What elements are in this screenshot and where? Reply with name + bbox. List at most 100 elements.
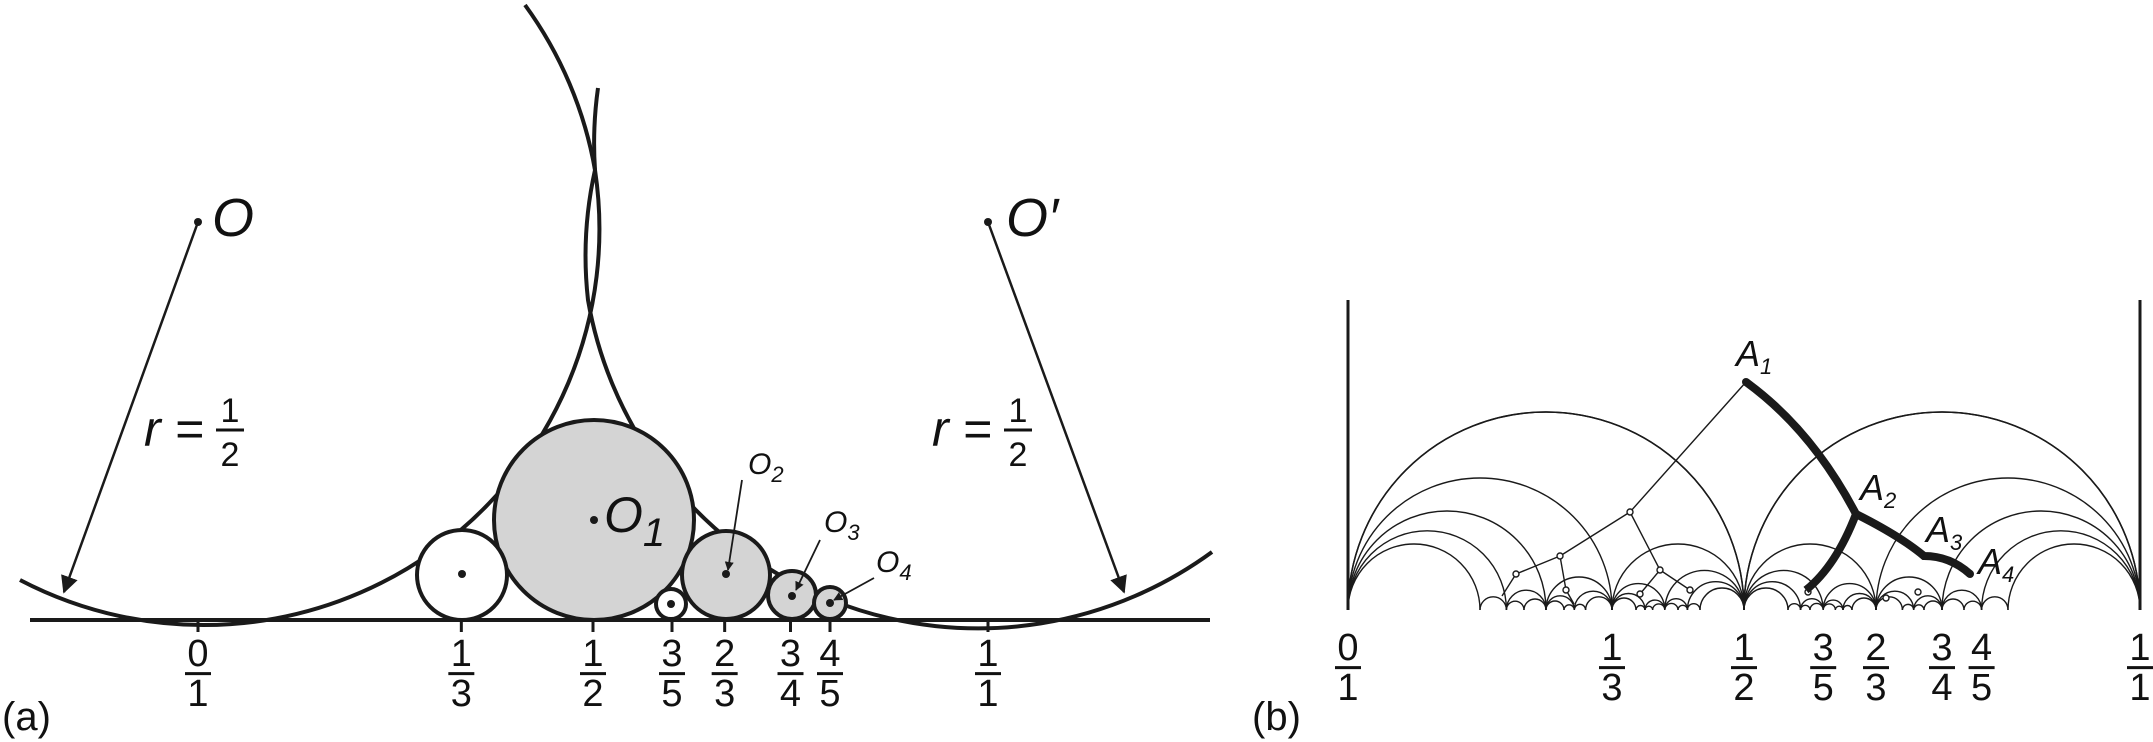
farey-arc: [1963, 600, 1983, 611]
farey-arc: [1787, 603, 1802, 611]
farey-arc: [1875, 576, 1943, 611]
svg-text:2: 2: [1009, 436, 1028, 474]
a-fraction-0: 01: [185, 620, 211, 715]
b-fraction-6: 45: [1968, 627, 1995, 709]
farey-arc: [1834, 605, 1844, 611]
fraction-denominator: 2: [582, 673, 603, 715]
label-a3: A3: [1924, 509, 1963, 555]
fraction-numerator: 0: [1337, 627, 1358, 669]
label-center-o-prime: O′: [1006, 188, 1060, 248]
farey-arc: [1809, 602, 1824, 611]
dual-tree-edges: [1501, 381, 1922, 605]
fraction-denominator: 1: [2129, 667, 2150, 709]
tree-edge: [1559, 555, 1567, 591]
farey-arc: [1822, 603, 1837, 611]
tree-edge: [1501, 573, 1517, 597]
label-a4: A4: [1976, 541, 2014, 587]
farey-arc: [1584, 596, 1613, 611]
dot-o4: [826, 599, 834, 607]
label-o4: O4: [876, 546, 912, 585]
a-fraction-1: 13: [448, 620, 475, 715]
farey-arc: [1842, 592, 1877, 611]
b-fraction-5: 34: [1929, 627, 1955, 709]
farey-arc: [1743, 587, 1789, 611]
farey-arc: [1505, 600, 1525, 611]
fraction-denominator: 3: [1601, 667, 1622, 709]
label-center-o: O: [212, 188, 254, 248]
radius-arrow-left: [61, 221, 200, 594]
panel-b-farey-tessellation: [1346, 300, 2142, 611]
tree-node: [1882, 594, 1890, 602]
svg-text:1: 1: [1009, 392, 1028, 430]
fraction-denominator: 4: [780, 673, 801, 715]
farey-arc: [1851, 597, 1877, 611]
fraction-denominator: 5: [1813, 667, 1834, 709]
fraction-numerator: 4: [1971, 627, 1992, 669]
farey-arc: [1980, 596, 2009, 611]
svg-text:r =: r =: [932, 401, 992, 457]
farey-arc: [1505, 589, 1547, 611]
farey-arc: [1523, 598, 1547, 611]
b-fraction-2: 12: [1731, 627, 1757, 709]
tree-node: [1556, 552, 1564, 560]
farey-arc: [1664, 602, 1679, 611]
tree-node: [1626, 508, 1634, 516]
farey-arc: [1347, 411, 1745, 611]
fraction-numerator: 1: [582, 633, 603, 675]
fraction-denominator: 3: [714, 673, 735, 715]
farey-arc: [1901, 603, 1915, 611]
b-fraction-4: 23: [1863, 627, 1889, 709]
farey-arc: [1941, 589, 1983, 611]
label-o3: O3: [824, 506, 860, 545]
fraction-numerator: 1: [977, 633, 998, 675]
farey-arc: [1677, 604, 1689, 611]
a-fraction-7: 11: [975, 620, 1001, 715]
leader-o4: [833, 577, 875, 601]
point-a4: [1966, 570, 1974, 578]
farey-arc: [1563, 604, 1575, 611]
farey-arc: [1743, 569, 1824, 611]
farey-arc: [1347, 530, 1508, 611]
a-fraction-4: 23: [711, 620, 738, 715]
fraction-denominator: 5: [819, 673, 840, 715]
farey-arc: [1611, 543, 1745, 611]
farey-arc: [1573, 590, 1613, 611]
tree-node: [1512, 570, 1520, 578]
point-a2: [1852, 510, 1860, 518]
farey-arc: [1651, 603, 1666, 611]
svg-text:r =: r =: [144, 401, 204, 457]
b-fraction-0: 01: [1335, 627, 1361, 709]
thick-path-lower: [1803, 512, 1860, 594]
point-a1: [1742, 378, 1750, 386]
farey-arc: [1913, 604, 1925, 611]
a-fraction-5: 34: [777, 620, 804, 715]
dot-o3: [788, 592, 796, 600]
thick-path: [1743, 378, 1973, 578]
farey-arc: [1842, 604, 1853, 611]
a-fraction-6: 45: [817, 620, 843, 715]
farey-arc: [1635, 604, 1646, 611]
farey-arc: [1479, 596, 1508, 611]
farey-arc: [1573, 603, 1587, 611]
tree-node: [1656, 566, 1664, 574]
farey-arc: [1743, 411, 2141, 611]
farey-arc: [1799, 604, 1811, 611]
dot-o2: [722, 570, 730, 578]
fraction-denominator: 5: [1971, 667, 1992, 709]
fraction-numerator: 1: [451, 633, 472, 675]
fraction-numerator: 0: [187, 633, 208, 675]
tree-node: [1686, 586, 1694, 594]
farey-arc: [1980, 530, 2141, 611]
label-a1: A1: [1734, 333, 1772, 379]
tree-edge: [1629, 511, 1661, 571]
leader-o3: [795, 539, 821, 591]
label-center-o1: O1: [604, 487, 665, 555]
tree-node: [1914, 588, 1922, 596]
fraction-numerator: 3: [661, 633, 682, 675]
farey-arc: [1875, 477, 2141, 611]
farey-arc: [1664, 569, 1745, 611]
dot-one-third: [458, 570, 466, 578]
